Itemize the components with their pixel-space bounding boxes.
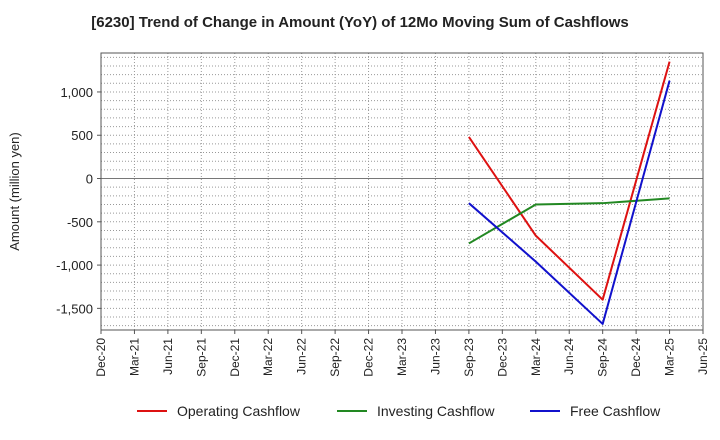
- legend-label: Investing Cashflow: [377, 403, 495, 419]
- x-tick-label: Dec-24: [629, 338, 643, 377]
- x-tick-label: Dec-22: [362, 338, 376, 377]
- x-tick-label: Sep-24: [596, 338, 610, 377]
- x-tick-label: Mar-22: [261, 338, 275, 376]
- x-tick-label: Sep-22: [328, 338, 342, 377]
- y-tick-label: -1,000: [56, 258, 93, 273]
- x-tick-label: Jun-22: [295, 338, 309, 375]
- y-axis-label: Amount (million yen): [7, 132, 22, 251]
- x-tick-label: Mar-24: [529, 338, 543, 376]
- legend-label: Operating Cashflow: [177, 403, 301, 419]
- legend: Operating Cashflow Investing Cashflow Free…: [137, 403, 661, 419]
- x-tick-label: Dec-23: [495, 338, 509, 377]
- x-tick-label: Mar-23: [395, 338, 409, 376]
- x-tick-label: Mar-21: [127, 338, 141, 376]
- legend-label: Free Cashflow: [570, 403, 661, 419]
- x-tick-label: Mar-25: [663, 338, 677, 376]
- y-tick-label: -500: [67, 215, 93, 230]
- x-tick-label: Jun-25: [696, 338, 710, 375]
- chart-title: [6230] Trend of Change in Amount (YoY) o…: [91, 14, 629, 31]
- x-tick-label: Jun-23: [428, 338, 442, 375]
- x-tick-label: Sep-21: [194, 338, 208, 377]
- x-tick-label: Sep-23: [462, 338, 476, 377]
- x-tick-label: Dec-20: [94, 338, 108, 377]
- series-line-free-cashflow: [468, 80, 671, 325]
- y-tick-label: 0: [86, 172, 93, 187]
- y-tick-label: -1,500: [56, 301, 93, 316]
- x-tick-label: Jun-21: [161, 338, 175, 375]
- y-tick-label: 1,000: [60, 85, 93, 100]
- x-tick-label: Dec-21: [228, 338, 242, 377]
- series-line-operating-cashflow: [468, 61, 671, 301]
- x-tick-label: Jun-24: [562, 338, 576, 375]
- y-tick-label: 500: [71, 128, 93, 143]
